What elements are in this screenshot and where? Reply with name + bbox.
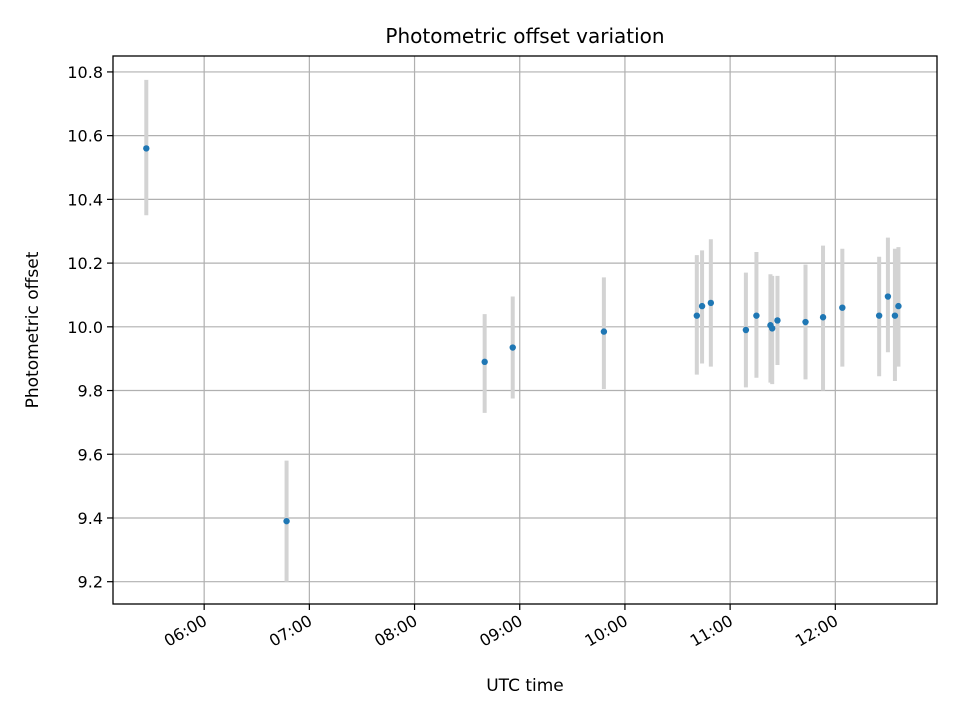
data-point xyxy=(895,302,902,310)
data-point xyxy=(509,344,516,351)
y-tick-label: 10.4 xyxy=(67,190,103,209)
x-axis-title: UTC time xyxy=(486,676,564,696)
data-point xyxy=(283,517,290,525)
grid xyxy=(113,56,937,604)
y-tick-label: 10.6 xyxy=(67,127,103,146)
data-point xyxy=(839,304,846,311)
data-point xyxy=(742,326,750,334)
data-points xyxy=(143,145,902,525)
y-tick-label: 10.0 xyxy=(67,318,103,337)
data-point xyxy=(693,312,701,319)
y-tick-label: 9.8 xyxy=(78,382,103,401)
data-point xyxy=(753,312,760,319)
chart-title: Photometric offset variation xyxy=(385,24,664,48)
data-point xyxy=(707,299,715,307)
plot-frame xyxy=(112,55,938,605)
data-point xyxy=(143,145,150,152)
data-point xyxy=(600,328,608,335)
data-point xyxy=(769,325,776,332)
data-point xyxy=(819,314,827,321)
y-tick-label: 10.8 xyxy=(67,63,103,82)
data-point xyxy=(802,318,809,326)
y-axis: 9.2 9.4 9.6 9.8 10.0 10.2 10.4 10.6 10.8 xyxy=(67,63,113,592)
data-point xyxy=(481,358,488,366)
y-axis-title: Photometric offset xyxy=(23,251,43,408)
y-tick-label: 9.6 xyxy=(78,445,103,464)
data-point xyxy=(875,312,883,319)
data-point xyxy=(774,317,781,324)
data-point xyxy=(884,293,892,300)
data-point xyxy=(891,312,899,319)
y-tick-label: 9.4 xyxy=(78,509,103,528)
data-point xyxy=(698,302,706,310)
y-tick-label: 9.2 xyxy=(78,573,103,592)
y-tick-label: 10.2 xyxy=(67,254,103,273)
